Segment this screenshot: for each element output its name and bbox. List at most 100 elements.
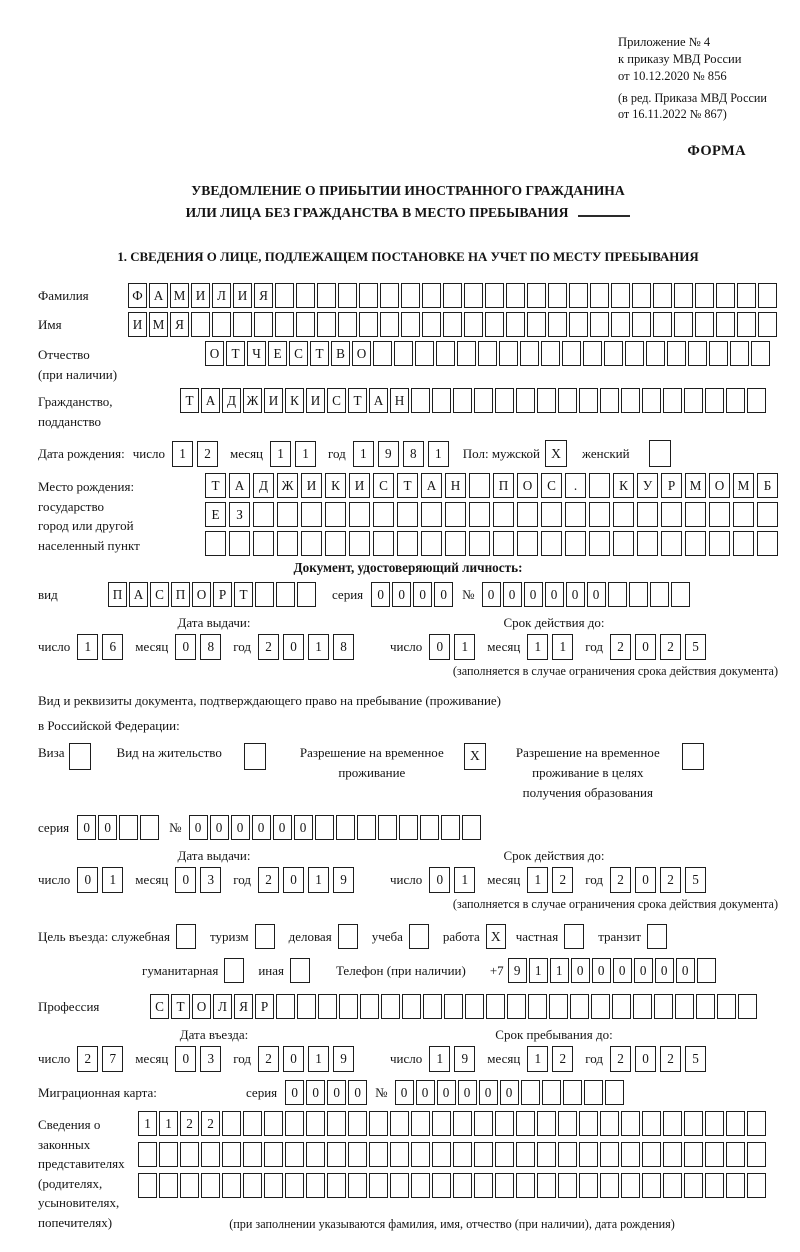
purpose-other-checkbox[interactable]: [289, 958, 310, 984]
char-cell[interactable]: [297, 582, 316, 608]
char-cell[interactable]: [730, 341, 749, 367]
char-cell[interactable]: [589, 531, 610, 557]
char-cell[interactable]: 0: [230, 815, 250, 841]
char-cell[interactable]: [327, 1142, 346, 1168]
char-cell[interactable]: [380, 312, 399, 338]
char-cell[interactable]: [474, 1173, 493, 1199]
char-cell[interactable]: 2: [552, 1046, 574, 1073]
char-cell[interactable]: [757, 502, 778, 528]
char-cell[interactable]: 3: [200, 867, 222, 894]
char-cell[interactable]: [369, 1111, 388, 1137]
char-cell[interactable]: Л: [212, 283, 231, 309]
char-cell[interactable]: [495, 388, 514, 414]
char-cell[interactable]: [301, 502, 322, 528]
char-cell[interactable]: 2: [660, 1046, 682, 1073]
char-cell[interactable]: [432, 388, 451, 414]
char-cell[interactable]: [325, 531, 346, 557]
char-cell[interactable]: 2: [258, 1046, 280, 1073]
char-cell[interactable]: [493, 531, 514, 557]
char-cell[interactable]: 1: [454, 634, 476, 661]
char-cell[interactable]: 0: [77, 815, 97, 841]
char-cell[interactable]: [264, 1111, 283, 1137]
char-cell[interactable]: [369, 1173, 388, 1199]
char-cell[interactable]: 0: [77, 867, 99, 894]
char-cell[interactable]: [495, 1111, 514, 1137]
char-cell[interactable]: В: [331, 341, 350, 367]
char-cell[interactable]: 5: [685, 867, 707, 894]
purpose-transit-checkbox[interactable]: [647, 924, 668, 950]
char-cell[interactable]: 8: [402, 440, 424, 467]
char-cell[interactable]: [201, 1173, 220, 1199]
representatives-cells-row3[interactable]: [138, 1173, 766, 1199]
char-cell[interactable]: [663, 1173, 682, 1199]
char-cell[interactable]: [751, 341, 770, 367]
char-cell[interactable]: [709, 502, 730, 528]
char-cell[interactable]: [607, 582, 627, 608]
char-cell[interactable]: [465, 994, 484, 1020]
char-cell[interactable]: [275, 283, 294, 309]
char-cell[interactable]: [613, 502, 634, 528]
char-cell[interactable]: [611, 312, 630, 338]
char-cell[interactable]: [440, 815, 460, 841]
char-cell[interactable]: 0: [371, 582, 391, 608]
char-cell[interactable]: 0: [429, 867, 451, 894]
purpose-tourism-checkbox[interactable]: [254, 924, 275, 950]
char-cell[interactable]: 2: [201, 1111, 220, 1137]
char-cell[interactable]: 0: [591, 958, 611, 984]
char-cell[interactable]: [398, 815, 418, 841]
doc-issue-date-cells[interactable]: число 1 6 месяц 0 8 год 2 0 1 8: [38, 634, 390, 661]
char-cell[interactable]: 0: [285, 1080, 305, 1106]
char-cell[interactable]: Р: [661, 473, 682, 499]
char-cell[interactable]: [653, 312, 672, 338]
char-cell[interactable]: [317, 312, 336, 338]
stay-until-cells[interactable]: число 1 9 месяц 1 2 год 2 0 2 5: [390, 1046, 718, 1073]
char-cell[interactable]: [583, 341, 602, 367]
char-cell[interactable]: 0: [415, 1080, 435, 1106]
char-cell[interactable]: [394, 341, 413, 367]
char-cell[interactable]: [716, 312, 735, 338]
char-cell[interactable]: 1: [270, 440, 292, 467]
char-cell[interactable]: Ж: [243, 388, 262, 414]
char-cell[interactable]: [625, 341, 644, 367]
char-cell[interactable]: П: [108, 582, 127, 608]
char-cell[interactable]: 1: [102, 867, 124, 894]
char-cell[interactable]: [119, 815, 139, 841]
permit-issue-date-cells[interactable]: число 0 1 месяц 0 3 год 2 0 1 9: [38, 867, 390, 894]
char-cell[interactable]: [381, 994, 400, 1020]
char-cell[interactable]: [422, 283, 441, 309]
char-cell[interactable]: [541, 531, 562, 557]
char-cell[interactable]: Я: [170, 312, 189, 338]
char-cell[interactable]: С: [150, 582, 169, 608]
char-cell[interactable]: [401, 283, 420, 309]
char-cell[interactable]: 0: [175, 634, 197, 661]
char-cell[interactable]: [548, 283, 567, 309]
char-cell[interactable]: [335, 815, 355, 841]
char-cell[interactable]: [373, 502, 394, 528]
char-cell[interactable]: [654, 994, 673, 1020]
char-cell[interactable]: 0: [544, 582, 564, 608]
entry-date-cells[interactable]: число 2 7 месяц 0 3 год 2 0 1 9: [38, 1046, 390, 1073]
char-cell[interactable]: С: [541, 473, 562, 499]
char-cell[interactable]: [421, 502, 442, 528]
char-cell[interactable]: [600, 1173, 619, 1199]
purpose-official-checkbox[interactable]: [175, 924, 196, 950]
char-cell[interactable]: [674, 312, 693, 338]
char-cell[interactable]: [548, 312, 567, 338]
purpose-business-checkbox[interactable]: [337, 924, 358, 950]
char-cell[interactable]: 0: [499, 1080, 519, 1106]
char-cell[interactable]: 0: [633, 958, 653, 984]
char-cell[interactable]: [569, 312, 588, 338]
char-cell[interactable]: 2: [258, 867, 280, 894]
char-cell[interactable]: 1: [308, 1046, 330, 1073]
char-cell[interactable]: [159, 1173, 178, 1199]
char-cell[interactable]: [233, 312, 252, 338]
char-cell[interactable]: [637, 502, 658, 528]
char-cell[interactable]: [621, 1111, 640, 1137]
char-cell[interactable]: [579, 388, 598, 414]
char-cell[interactable]: 0: [523, 582, 543, 608]
char-cell[interactable]: И: [191, 283, 210, 309]
char-cell[interactable]: [276, 582, 295, 608]
